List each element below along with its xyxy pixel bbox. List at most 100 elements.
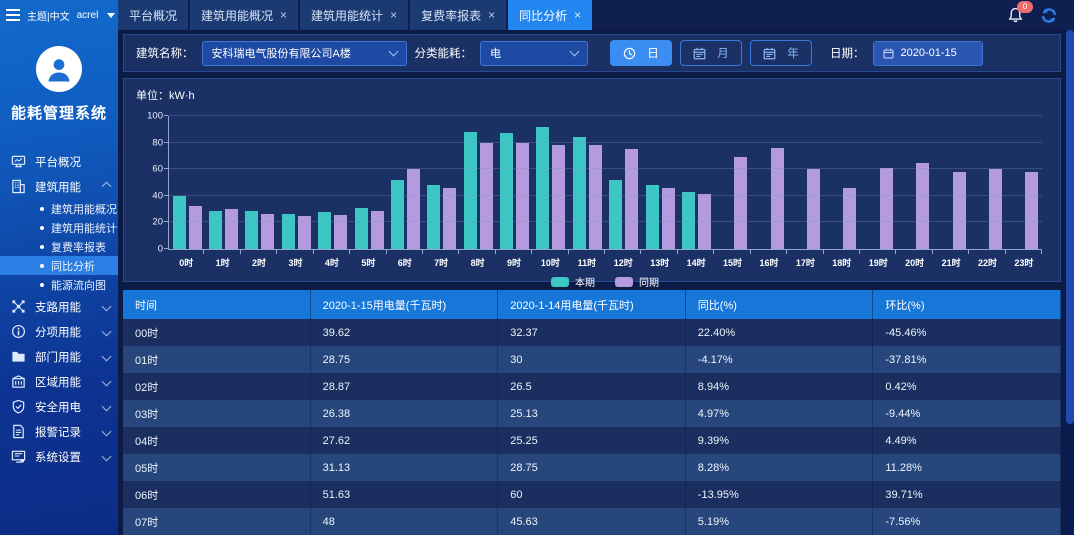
table-cell: 8.28% xyxy=(685,454,874,481)
scrollbar-thumb[interactable] xyxy=(1066,30,1074,424)
sidebar-item[interactable]: 报警记录 xyxy=(0,419,118,444)
bar-current[interactable] xyxy=(500,133,514,249)
building-select[interactable]: 安科瑞电气股份有限公司A楼 xyxy=(201,40,407,66)
bar-current[interactable] xyxy=(681,191,695,249)
sidebar-subitem[interactable]: 同比分析 xyxy=(0,256,118,275)
bar-current[interactable] xyxy=(354,207,368,249)
tab-close-icon[interactable]: × xyxy=(390,8,398,22)
tab[interactable]: 平台概况 xyxy=(118,0,189,30)
period-button[interactable]: 年 xyxy=(750,40,812,66)
table-cell: 01时 xyxy=(123,346,311,373)
bar-previous[interactable] xyxy=(443,188,457,249)
period-button[interactable]: 月 xyxy=(680,40,742,66)
bar-previous[interactable] xyxy=(625,149,639,249)
table-row: 01时 28.75 30 -4.17% -37.81% xyxy=(123,346,1061,373)
bar-previous[interactable] xyxy=(697,194,711,249)
bar-current[interactable] xyxy=(427,185,441,249)
gridline xyxy=(169,115,1042,116)
sidebar-item[interactable]: 平台概况 xyxy=(0,149,118,174)
bar-current[interactable] xyxy=(609,179,623,249)
bar-previous[interactable] xyxy=(370,210,384,249)
bar-previous[interactable] xyxy=(225,209,239,249)
sidebar-subitem[interactable]: 建筑用能统计 xyxy=(0,218,118,237)
x-axis-tick xyxy=(168,250,205,254)
table-cell: 0.42% xyxy=(872,373,1061,400)
avatar[interactable] xyxy=(36,46,82,92)
calendar-icon xyxy=(693,47,706,60)
tab-close-icon[interactable]: × xyxy=(488,8,496,22)
gridline xyxy=(169,141,1042,143)
period-button[interactable]: 日 xyxy=(610,40,672,66)
bar-previous[interactable] xyxy=(843,187,857,249)
bar-previous[interactable] xyxy=(297,215,311,249)
bar-current[interactable] xyxy=(281,213,295,249)
sidebar-subitem[interactable]: 能源流向图 xyxy=(0,275,118,294)
tab[interactable]: 复费率报表 × xyxy=(410,0,507,30)
legend-item[interactable]: 同期 xyxy=(615,274,659,289)
bar-current[interactable] xyxy=(390,180,404,249)
caret-down-icon xyxy=(107,12,116,18)
sidebar-item[interactable]: 建筑用能 xyxy=(0,174,118,199)
bullet-icon xyxy=(40,263,44,268)
theme-language-switcher[interactable]: 主题|中文 xyxy=(27,11,70,23)
sidebar-subitem[interactable]: 建筑用能概况 xyxy=(0,199,118,218)
bar-previous[interactable] xyxy=(952,171,966,249)
tab[interactable]: 同比分析 × xyxy=(508,0,593,30)
bar-current[interactable] xyxy=(536,126,550,249)
sidebar-item[interactable]: 系统设置 xyxy=(0,444,118,469)
legend-item[interactable]: 本期 xyxy=(551,274,595,289)
date-picker[interactable]: 2020-01-15 xyxy=(872,40,983,66)
refresh-icon[interactable] xyxy=(1040,7,1058,24)
sidebar-item[interactable]: 部门用能 xyxy=(0,344,118,369)
x-axis-label: 5时 xyxy=(361,258,376,268)
bar-previous[interactable] xyxy=(1025,171,1039,249)
bar-previous[interactable] xyxy=(261,213,275,249)
bar-previous[interactable] xyxy=(479,142,493,249)
bar-previous[interactable] xyxy=(807,169,821,249)
x-axis-ticks xyxy=(168,250,1043,254)
tab-close-icon[interactable]: × xyxy=(280,8,288,22)
bar-current[interactable] xyxy=(245,210,259,249)
x-axis-label: 16时 xyxy=(759,258,779,268)
x-axis-label: 11时 xyxy=(577,258,597,268)
sidebar-item[interactable]: 支路用能 xyxy=(0,294,118,319)
bar-previous[interactable] xyxy=(916,162,930,249)
bar-previous[interactable] xyxy=(552,145,566,249)
sidebar-item[interactable]: 安全用电 xyxy=(0,394,118,419)
sidebar-subitem[interactable]: 复费率报表 xyxy=(0,237,118,256)
table-cell: 22.40% xyxy=(685,319,874,346)
table-header-cell: 2020-1-15用电量(千瓦时) xyxy=(310,290,499,319)
bar-previous[interactable] xyxy=(661,187,675,249)
bar-previous[interactable] xyxy=(516,142,530,249)
bar-previous[interactable] xyxy=(879,167,893,249)
tab-close-icon[interactable]: × xyxy=(574,8,582,22)
bar-previous[interactable] xyxy=(188,205,202,249)
bar-current[interactable] xyxy=(463,131,477,249)
tab[interactable]: 建筑用能概况 × xyxy=(190,0,299,30)
hamburger-icon[interactable] xyxy=(6,9,20,21)
bar-previous[interactable] xyxy=(406,169,420,249)
x-axis-tick xyxy=(824,250,861,254)
bar-current[interactable] xyxy=(645,185,659,249)
user-menu[interactable]: acrel xyxy=(76,9,99,21)
bar-previous[interactable] xyxy=(988,169,1002,249)
bar-group xyxy=(460,131,496,249)
bar-previous[interactable] xyxy=(734,157,748,249)
bar-previous[interactable] xyxy=(588,145,602,249)
energy-type-select[interactable]: 电 xyxy=(480,40,588,66)
bar-current[interactable] xyxy=(172,196,186,249)
bar-current[interactable] xyxy=(572,137,586,249)
notifications-button[interactable]: 0 xyxy=(1007,0,1033,24)
table-cell: -4.17% xyxy=(685,346,874,373)
safety-icon xyxy=(11,399,26,414)
bar-previous[interactable] xyxy=(770,147,784,249)
sidebar-item[interactable]: 区域用能 xyxy=(0,369,118,394)
sidebar-item[interactable]: 分项用能 xyxy=(0,319,118,344)
bar-current[interactable] xyxy=(318,212,332,249)
vertical-scrollbar[interactable] xyxy=(1066,30,1074,535)
y-axis-label: 80 xyxy=(152,137,163,149)
bar-current[interactable] xyxy=(209,210,223,249)
tab[interactable]: 建筑用能统计 × xyxy=(300,0,409,30)
period-button-label: 月 xyxy=(717,48,729,60)
bar-previous[interactable] xyxy=(334,215,348,249)
